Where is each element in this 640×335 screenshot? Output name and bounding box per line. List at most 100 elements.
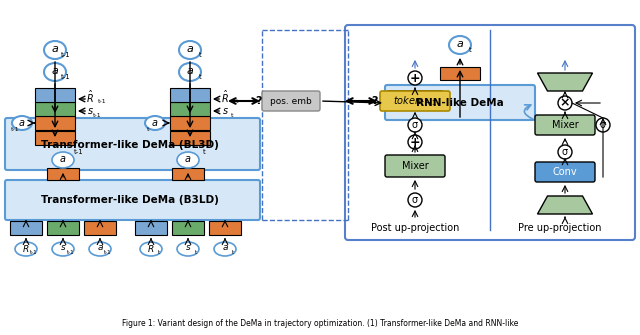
Text: t-1: t-1 [67, 251, 75, 256]
Text: σ: σ [412, 120, 418, 130]
Ellipse shape [408, 118, 422, 132]
Text: t: t [195, 251, 197, 256]
Text: Transformer-like DeMa (B3LD): Transformer-like DeMa (B3LD) [41, 195, 219, 205]
FancyBboxPatch shape [47, 221, 79, 235]
FancyBboxPatch shape [172, 168, 204, 180]
Text: ?: ? [255, 96, 261, 106]
Text: Figure 1: Variant design of the DeMa in trajectory optimization. (1) Transformer: Figure 1: Variant design of the DeMa in … [122, 319, 518, 328]
Ellipse shape [408, 135, 422, 149]
Text: $\hat{R}$: $\hat{R}$ [147, 241, 155, 255]
FancyBboxPatch shape [345, 25, 635, 240]
Polygon shape [538, 73, 593, 91]
Ellipse shape [177, 152, 199, 168]
FancyBboxPatch shape [35, 116, 75, 130]
FancyBboxPatch shape [35, 131, 75, 145]
Ellipse shape [558, 145, 572, 159]
Text: t: t [468, 47, 472, 53]
FancyBboxPatch shape [262, 91, 320, 111]
Text: $\hat{R}$: $\hat{R}$ [221, 89, 229, 105]
Text: a: a [187, 66, 193, 76]
Ellipse shape [596, 118, 610, 132]
FancyBboxPatch shape [535, 115, 595, 135]
Text: Mixer: Mixer [402, 161, 428, 171]
Text: a: a [52, 66, 58, 76]
Text: ?: ? [372, 96, 378, 106]
Text: $token_{t-1}$: $token_{t-1}$ [393, 94, 437, 108]
Text: pos. emb: pos. emb [270, 96, 312, 106]
Text: t-1: t-1 [30, 251, 38, 256]
Text: $\hat{R}$: $\hat{R}$ [86, 89, 94, 105]
Text: Transformer-like DeMa (BL3D): Transformer-like DeMa (BL3D) [41, 140, 219, 150]
Ellipse shape [44, 41, 66, 59]
Text: s: s [61, 244, 65, 253]
Text: t: t [198, 52, 202, 58]
Text: s: s [223, 106, 228, 116]
Text: ×: × [560, 96, 570, 110]
Text: Conv: Conv [553, 167, 577, 177]
Text: a: a [152, 118, 158, 128]
Ellipse shape [44, 63, 66, 81]
Ellipse shape [89, 242, 111, 256]
Text: a: a [187, 44, 193, 54]
Text: σ: σ [600, 120, 606, 130]
Text: σ: σ [562, 147, 568, 157]
Ellipse shape [449, 36, 471, 54]
Ellipse shape [214, 242, 236, 256]
FancyBboxPatch shape [170, 131, 210, 145]
Ellipse shape [52, 152, 74, 168]
FancyBboxPatch shape [209, 221, 241, 235]
FancyBboxPatch shape [10, 221, 42, 235]
FancyBboxPatch shape [385, 155, 445, 177]
Text: t: t [236, 98, 238, 104]
Text: t-1: t-1 [93, 113, 101, 118]
Text: t-1: t-1 [11, 127, 19, 132]
Ellipse shape [145, 116, 165, 130]
Text: Pre up-projection: Pre up-projection [518, 223, 602, 233]
Ellipse shape [408, 71, 422, 85]
FancyBboxPatch shape [170, 102, 210, 116]
FancyBboxPatch shape [440, 67, 480, 80]
Text: +: + [410, 135, 420, 148]
Text: t-1: t-1 [74, 149, 84, 155]
FancyBboxPatch shape [35, 88, 75, 102]
Text: t-1: t-1 [98, 98, 106, 104]
FancyBboxPatch shape [135, 221, 167, 235]
Text: a: a [456, 39, 463, 49]
FancyBboxPatch shape [35, 102, 75, 116]
Text: t: t [158, 251, 160, 256]
FancyBboxPatch shape [47, 168, 79, 180]
FancyBboxPatch shape [380, 91, 450, 111]
Ellipse shape [179, 63, 201, 81]
FancyBboxPatch shape [5, 180, 260, 220]
Ellipse shape [408, 193, 422, 207]
Polygon shape [387, 91, 442, 109]
Text: Mixer: Mixer [552, 120, 579, 130]
Text: RNN-like DeMa: RNN-like DeMa [416, 98, 504, 108]
Text: a: a [97, 244, 103, 253]
Text: a: a [222, 244, 228, 253]
Text: s: s [88, 106, 93, 116]
Text: t: t [198, 74, 202, 80]
Polygon shape [538, 196, 593, 214]
Text: t: t [232, 251, 234, 256]
Text: Post up-projection: Post up-projection [371, 223, 459, 233]
Ellipse shape [558, 96, 572, 110]
Ellipse shape [52, 242, 74, 256]
Ellipse shape [179, 41, 201, 59]
Ellipse shape [15, 242, 37, 256]
FancyBboxPatch shape [385, 85, 535, 120]
Text: +: + [410, 71, 420, 84]
Text: t-1: t-1 [61, 52, 71, 58]
FancyBboxPatch shape [84, 221, 116, 235]
FancyBboxPatch shape [535, 162, 595, 182]
FancyBboxPatch shape [170, 88, 210, 102]
Text: t: t [203, 149, 205, 155]
Text: $\hat{R}$: $\hat{R}$ [22, 241, 29, 255]
Ellipse shape [12, 116, 32, 130]
Text: σ: σ [412, 195, 418, 205]
Text: a: a [19, 118, 25, 128]
Text: t-1: t-1 [104, 251, 112, 256]
Text: s: s [186, 244, 190, 253]
Ellipse shape [177, 242, 199, 256]
FancyBboxPatch shape [170, 116, 210, 130]
